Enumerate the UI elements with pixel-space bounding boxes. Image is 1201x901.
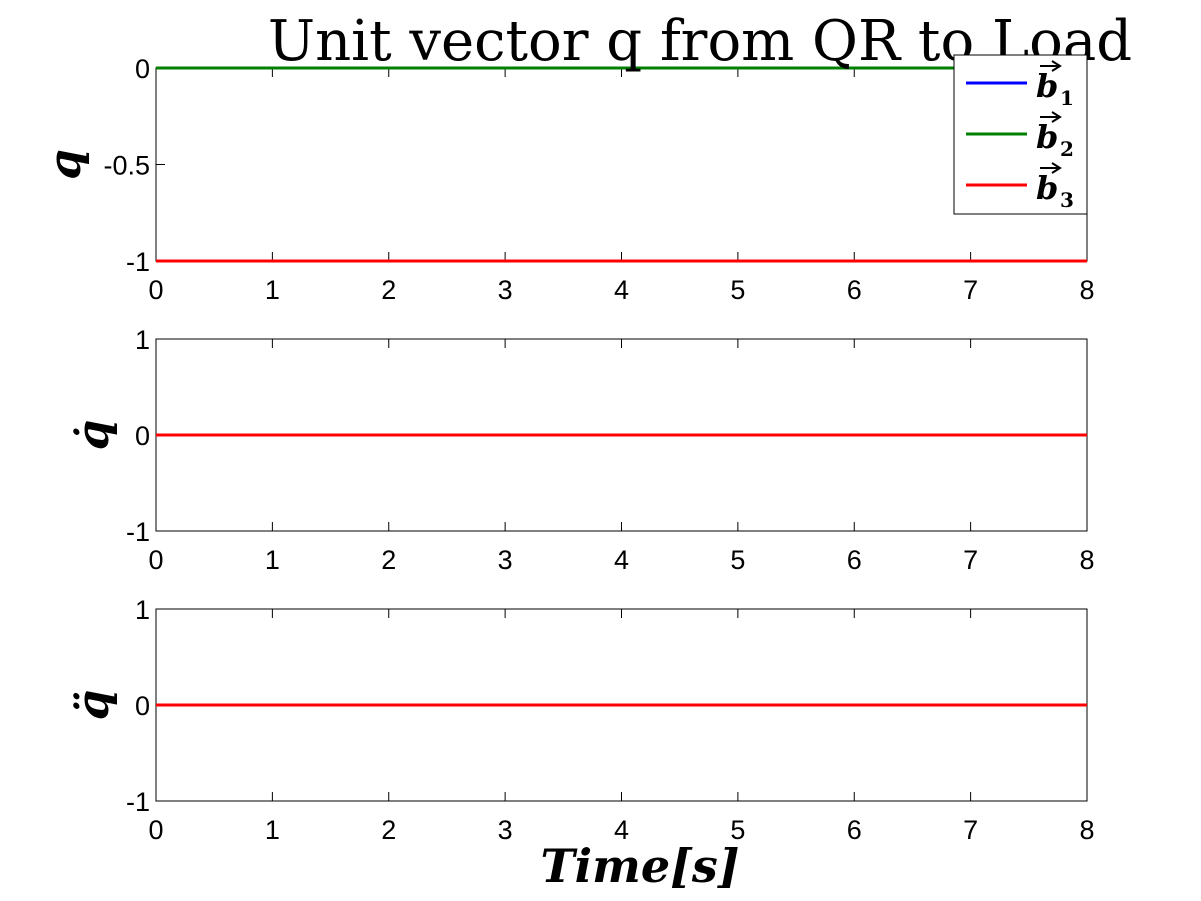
legend-label-b3: b	[1036, 169, 1058, 207]
x-tick-label: 6	[847, 545, 862, 575]
legend: b 1b 2b 3	[953, 54, 1088, 215]
y-tick-label: -0.5	[103, 151, 150, 181]
x-tick-label: 3	[498, 815, 513, 845]
x-tick-label: 0	[148, 275, 163, 305]
x-tick-label: 1	[265, 815, 280, 845]
x-tick-label: 5	[730, 275, 745, 305]
x-tick-label: 8	[1079, 545, 1094, 575]
x-tick-label: 3	[498, 545, 513, 575]
x-tick-label: 7	[963, 815, 978, 845]
x-tick-label: 3	[498, 275, 513, 305]
x-tick-label: 6	[847, 815, 862, 845]
x-tick-label: 8	[1079, 815, 1094, 845]
x-tick-label: 2	[381, 275, 396, 305]
legend-subscript-b1: 1	[1060, 86, 1074, 110]
y-tick-label: 1	[135, 325, 150, 355]
x-tick-label: 2	[381, 545, 396, 575]
axes-box	[155, 67, 1088, 262]
y-tick-label: 0	[135, 421, 150, 451]
x-tick-label: 7	[963, 545, 978, 575]
y-tick-label: 0	[135, 54, 150, 84]
y-tick-label: 0	[135, 691, 150, 721]
x-tick-label: 2	[381, 815, 396, 845]
vector-arrowhead-icon	[1051, 162, 1062, 174]
x-tick-label: 0	[148, 545, 163, 575]
y-tick-label: -1	[126, 247, 150, 277]
y-axis-label: q̈	[68, 690, 119, 721]
x-tick-label: 8	[1079, 275, 1094, 305]
x-axis-label: Time[s]	[540, 839, 739, 893]
x-tick-label: 4	[614, 275, 629, 305]
x-tick-label: 1	[265, 545, 280, 575]
y-tick-label: 1	[135, 595, 150, 625]
x-tick-label: 5	[730, 545, 745, 575]
subplot-q-ddot: 0 1 2 3 4 5 6 7 810-1q̈Time[s]	[68, 595, 1095, 893]
vector-arrowhead-icon	[1051, 60, 1062, 72]
x-tick-label: 0	[148, 815, 163, 845]
x-tick-label: 4	[614, 815, 629, 845]
y-axis-label: q	[40, 149, 91, 180]
legend-label-b2: b	[1036, 118, 1058, 156]
x-tick-label: 1	[265, 275, 280, 305]
x-tick-label: 5	[730, 815, 745, 845]
x-tick-label: 6	[847, 275, 862, 305]
y-axis-label: q̇	[68, 420, 119, 451]
legend-subscript-b2: 2	[1060, 137, 1074, 161]
y-tick-label: -1	[126, 787, 150, 817]
vector-arrowhead-icon	[1051, 111, 1062, 123]
subplot-q-dot: 0 1 2 3 4 5 6 7 810-1q̇	[68, 325, 1095, 575]
legend-subscript-b3: 3	[1060, 188, 1074, 212]
legend-label-b1: b	[1036, 67, 1058, 105]
y-tick-label: -1	[126, 517, 150, 547]
x-tick-label: 4	[614, 545, 629, 575]
x-tick-label: 7	[963, 275, 978, 305]
